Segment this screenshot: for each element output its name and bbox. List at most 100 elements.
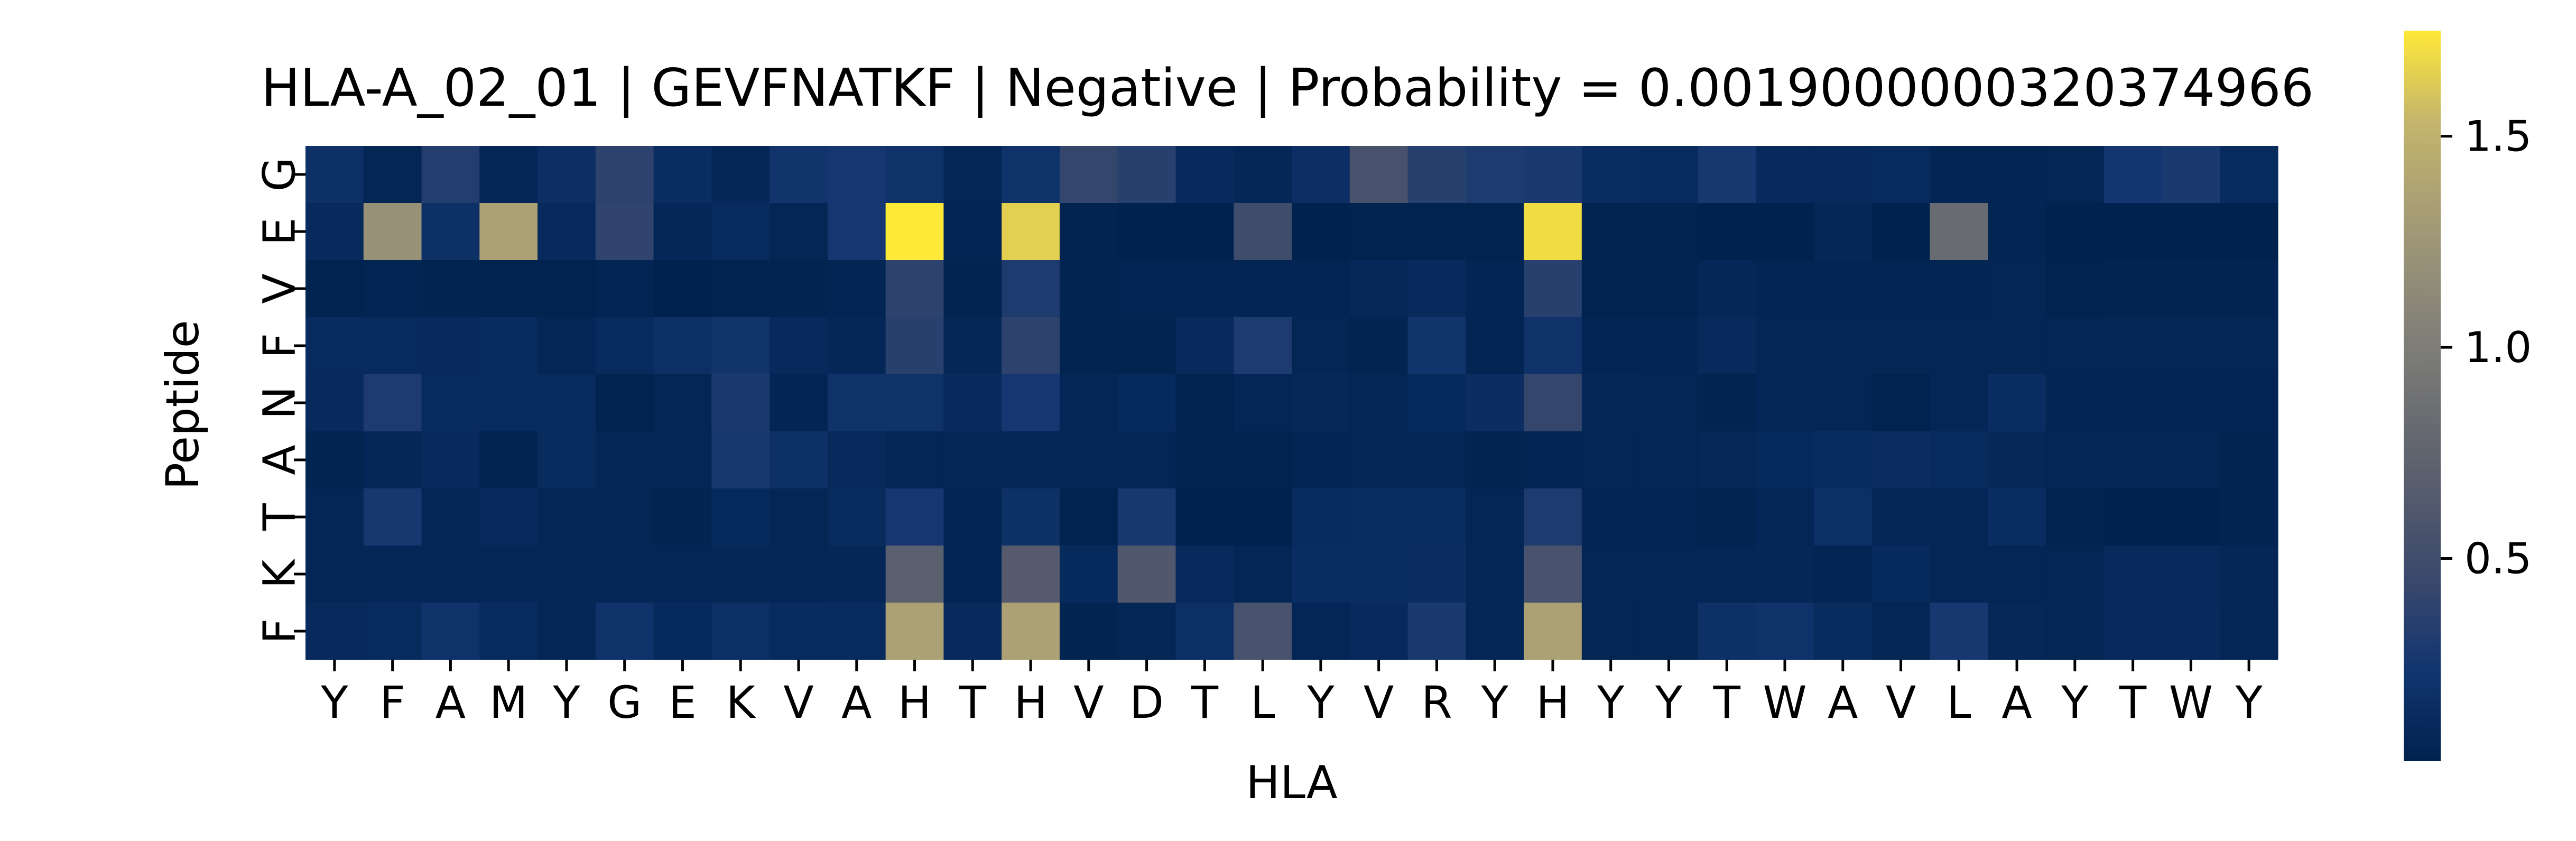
heatmap-cell <box>770 431 828 489</box>
heatmap-cell <box>538 317 596 375</box>
heatmap-cell <box>2162 546 2220 603</box>
heatmap-cell <box>653 603 712 660</box>
colorbar-tick-label: 1.0 <box>2464 323 2532 372</box>
heatmap-cell <box>305 431 364 489</box>
heatmap-cell <box>1581 317 1641 375</box>
heatmap-cell <box>538 488 596 546</box>
heatmap-cell <box>1698 546 1756 603</box>
heatmap-cell <box>2220 488 2278 546</box>
heatmap-cell <box>421 260 480 318</box>
heatmap-cell <box>305 374 364 432</box>
heatmap-cell <box>1581 146 1641 204</box>
heatmap-cell <box>2220 260 2278 318</box>
heatmap-cell <box>1059 488 1118 546</box>
heatmap-cell <box>1349 146 1409 204</box>
heatmap-cell <box>1175 146 1234 204</box>
heatmap-cell <box>1756 260 1814 318</box>
heatmap-cell <box>2045 260 2105 318</box>
x-tick-label: Y <box>552 677 580 728</box>
heatmap-cell <box>653 431 712 489</box>
x-tick-label: T <box>2119 677 2147 728</box>
heatmap-cell <box>1524 546 1582 603</box>
heatmap-cell <box>1059 146 1118 204</box>
heatmap-cell <box>2220 146 2278 204</box>
heatmap-cell <box>479 203 538 261</box>
heatmap-cell <box>711 431 770 489</box>
heatmap-cell <box>711 146 770 204</box>
heatmap-cell <box>711 603 770 660</box>
heatmap-cell <box>770 546 828 603</box>
heatmap-cell <box>1292 546 1350 603</box>
heatmap-cell <box>1002 374 1060 432</box>
heatmap-cell <box>1813 203 1873 261</box>
heatmap-cell <box>2220 374 2278 432</box>
heatmap-cell <box>1639 603 1698 660</box>
heatmap-cell <box>1292 146 1350 204</box>
heatmap-cell <box>1871 546 1931 603</box>
heatmap-cell <box>2162 203 2220 261</box>
x-tick-label: H <box>1014 677 1047 728</box>
heatmap-cell <box>1466 546 1524 603</box>
heatmap-cell <box>1117 603 1176 660</box>
x-tick-label: V <box>783 677 813 728</box>
colorbar-tick-label: 0.5 <box>2464 534 2532 584</box>
heatmap-cell <box>2045 603 2105 660</box>
heatmap-cell <box>1639 203 1698 261</box>
heatmap-cell <box>1930 546 1988 603</box>
heatmap-cell <box>1407 546 1466 603</box>
heatmap-cell <box>711 203 770 261</box>
y-tick-label: N <box>253 386 305 420</box>
heatmap-cell <box>770 203 828 261</box>
heatmap-cell <box>1756 546 1814 603</box>
heatmap-cell <box>943 431 1002 489</box>
heatmap-cell <box>479 260 538 318</box>
heatmap-cell <box>1175 260 1234 318</box>
heatmap-cell <box>1756 203 1814 261</box>
heatmap-cell <box>770 317 828 375</box>
heatmap-cell <box>363 431 422 489</box>
heatmap-cell <box>1639 146 1698 204</box>
heatmap-cell <box>1059 431 1118 489</box>
heatmap-cell <box>1813 260 1873 318</box>
heatmap-cell <box>2045 374 2105 432</box>
heatmap-cell <box>1292 603 1350 660</box>
heatmap-cell <box>1407 374 1466 432</box>
heatmap-cell <box>827 603 886 660</box>
heatmap-cell <box>1059 260 1118 318</box>
heatmap-cell <box>943 603 1002 660</box>
heatmap-cell <box>1175 488 1234 546</box>
heatmap-cell <box>538 603 596 660</box>
heatmap-cell <box>1524 603 1582 660</box>
heatmap-cell <box>421 431 480 489</box>
heatmap-cell <box>1349 431 1409 489</box>
x-tick-label: L <box>1250 677 1275 728</box>
heatmap-cell <box>1466 260 1524 318</box>
heatmap-cell <box>827 203 886 261</box>
heatmap-cell <box>1292 260 1350 318</box>
heatmap-cell <box>2220 203 2278 261</box>
heatmap-cell <box>1466 317 1524 375</box>
x-tick-label: R <box>1421 677 1452 728</box>
heatmap-cell <box>827 488 886 546</box>
heatmap-cell <box>1175 431 1234 489</box>
heatmap-cell <box>1175 374 1234 432</box>
heatmap-cell <box>1698 431 1756 489</box>
heatmap-cell <box>421 374 480 432</box>
heatmap-cell <box>1349 260 1409 318</box>
heatmap-cell <box>1988 431 2046 489</box>
heatmap-cell <box>479 431 538 489</box>
x-tick-label: K <box>726 677 756 728</box>
heatmap-cell <box>1524 146 1582 204</box>
heatmap-cell <box>2220 603 2278 660</box>
chart-title: HLA-A_02_01 | GEVFNATKF | Negative | Pro… <box>261 58 2314 118</box>
heatmap-cell <box>1698 146 1756 204</box>
heatmap-cell <box>1466 203 1524 261</box>
heatmap-cell <box>1407 203 1466 261</box>
x-tick-label: G <box>607 677 642 728</box>
heatmap-cell <box>1581 488 1641 546</box>
heatmap-cell <box>711 317 770 375</box>
heatmap-cell <box>1930 488 1988 546</box>
heatmap-cell <box>1059 546 1118 603</box>
heatmap-cell <box>1349 374 1409 432</box>
heatmap-cell <box>770 260 828 318</box>
